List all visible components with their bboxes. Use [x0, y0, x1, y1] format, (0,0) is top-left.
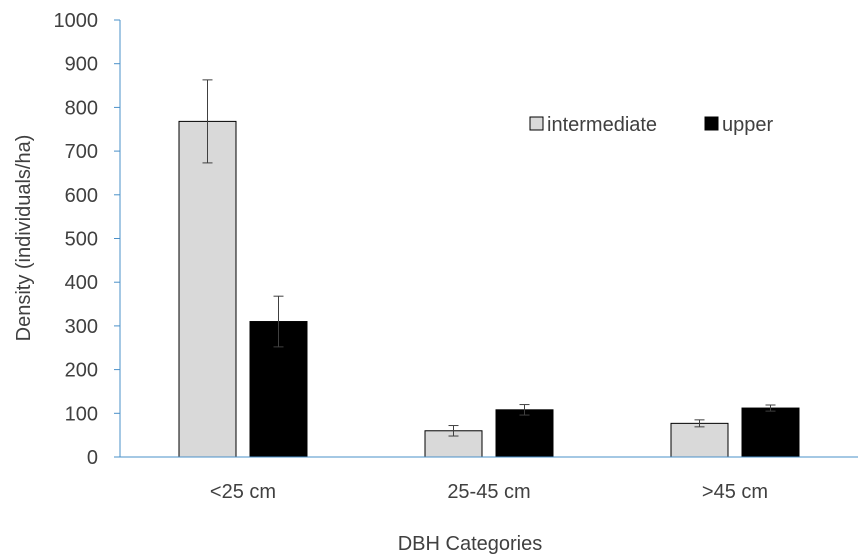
y-axis-ticks: 0 100 200 300 400 500 600 700 800 900 1000: [54, 10, 120, 469]
x-axis-tick-labels: <25 cm 25-45 cm >45 cm: [210, 481, 768, 503]
x-tick-label: <25 cm: [210, 481, 276, 503]
legend-swatch-intermediate: [529, 116, 544, 131]
legend-label-upper: upper: [722, 114, 773, 136]
y-tick-label: 100: [65, 403, 98, 425]
y-tick-label: 0: [87, 447, 98, 469]
y-axis-title: Density (individuals/ha): [13, 135, 35, 342]
y-tick-label: 800: [65, 97, 98, 119]
x-tick-label: >45 cm: [702, 481, 768, 503]
bar-intermediate: [424, 430, 483, 458]
error-bar-upper: [273, 295, 284, 348]
y-tick-label: 500: [65, 229, 98, 251]
y-tick-label: 600: [65, 185, 98, 207]
y-tick-label: 200: [65, 360, 98, 382]
legend-label-intermediate: intermediate: [547, 114, 657, 136]
y-tick-label: 700: [65, 141, 98, 163]
x-tick-label: 25-45 cm: [447, 481, 530, 503]
bar-intermediate: [670, 422, 729, 458]
bar-upper: [741, 407, 800, 458]
error-bar-intermediate: [694, 419, 705, 428]
error-bar-upper: [765, 404, 776, 412]
error-bar-upper: [519, 404, 530, 416]
error-bar-intermediate: [202, 79, 213, 164]
bar-intermediate: [178, 120, 237, 458]
legend: intermediate upper: [529, 114, 773, 136]
x-axis-title: DBH Categories: [398, 533, 543, 555]
legend-swatch-upper: [704, 116, 719, 131]
y-tick-label: 900: [65, 54, 98, 76]
error-bar-intermediate: [448, 425, 459, 437]
bar-upper: [495, 409, 554, 458]
y-tick-label: 400: [65, 272, 98, 294]
y-tick-label: 1000: [54, 10, 99, 32]
y-tick-label: 300: [65, 316, 98, 338]
bar-series: [178, 79, 800, 458]
